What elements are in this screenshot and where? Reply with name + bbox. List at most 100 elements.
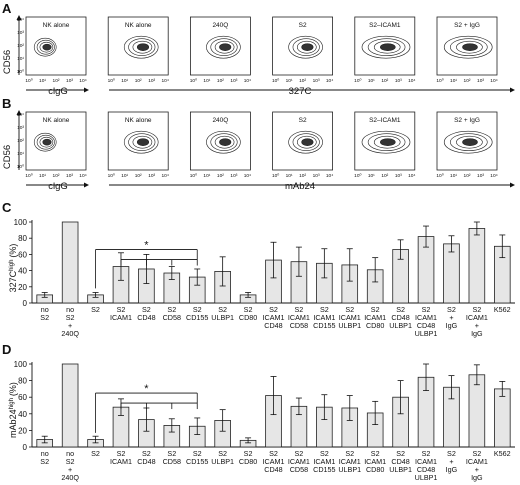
- category-label: S2: [167, 449, 176, 458]
- flow-plot-title: S2 + IgG: [454, 22, 480, 29]
- flow-panel-a: NK alone 10⁰ 10¹ 10² 10³ 10⁴ 10⁰ 10¹ 10² 10³ 10⁴ NK…: [16, 15, 515, 93]
- flow-contour: [36, 39, 55, 55]
- flow-plot-title: S2–ICAM1: [369, 117, 401, 124]
- category-label: S2: [472, 305, 481, 314]
- significance-star: *: [144, 383, 149, 395]
- flow-x-tick: 10⁰: [108, 173, 115, 179]
- chart-c-y-label: 327Chigh(%): [8, 244, 18, 293]
- category-label: S2: [371, 305, 380, 314]
- category-label: ICAM1: [313, 313, 335, 322]
- flow-contour: [361, 130, 411, 154]
- category-label: CD80: [366, 321, 384, 330]
- flow-panel-b: NK alone 10⁰ 10¹ 10² 10³ 10⁴ 10⁰ 10¹ 10² 10³ 10⁴ NK…: [16, 110, 515, 188]
- category-label: ICAM1: [288, 313, 310, 322]
- flow-contour: [219, 43, 232, 51]
- category-label: CD58: [290, 465, 308, 474]
- bar: [61, 363, 79, 448]
- category-label: S2: [422, 449, 431, 458]
- flow-contour: [379, 138, 396, 146]
- flow-x-tick: 10³: [395, 173, 402, 179]
- category-label: ULBP1: [389, 465, 412, 474]
- category-label: K562: [494, 305, 511, 314]
- category-label: +: [68, 465, 72, 474]
- category-label: S2: [218, 449, 227, 458]
- flow-contour: [132, 40, 153, 54]
- flow-contour: [136, 138, 150, 146]
- flow-x-tick: 10⁴: [79, 173, 86, 179]
- flow-x-tick: 10²: [464, 78, 471, 84]
- category-label: S2: [142, 305, 151, 314]
- flow-contour: [210, 38, 238, 56]
- flow-x-tick: 10³: [313, 173, 320, 179]
- flow-contour: [132, 135, 153, 149]
- y-tick-label: 80: [18, 377, 27, 386]
- flow-b-x-label-left: clgG: [48, 181, 68, 192]
- category-label: CD155: [186, 457, 208, 466]
- panel-letter-c: C: [2, 200, 12, 215]
- flow-plot-title: NK alone: [125, 117, 152, 124]
- flow-x-tick: 10³: [395, 78, 402, 84]
- category-label: CD48: [137, 313, 155, 322]
- flow-contour: [301, 43, 314, 51]
- flow-contour: [33, 132, 57, 152]
- flow-contour: [219, 138, 232, 146]
- flow-x-tick: 10²: [53, 78, 60, 84]
- flow-x-tick: 10⁰: [272, 78, 279, 84]
- flow-contour: [462, 43, 478, 51]
- flow-plot-title: S2 + IgG: [454, 117, 480, 124]
- flow-x-tick: 10⁰: [436, 78, 443, 84]
- flow-x-tick: 10³: [230, 78, 237, 84]
- category-label: S2: [40, 457, 49, 466]
- category-label: S2: [91, 449, 100, 458]
- flow-x-tick: 10¹: [121, 173, 128, 179]
- flow-x-tick: 10⁴: [244, 173, 251, 179]
- flow-x-tick: 10²: [464, 173, 471, 179]
- flow-x-tick: 10²: [135, 78, 142, 84]
- category-label: CD48: [264, 465, 282, 474]
- category-label: ICAM1: [339, 457, 361, 466]
- arrow-head-icon: [16, 15, 22, 20]
- flow-contour: [292, 38, 320, 56]
- category-label: CD58: [290, 321, 308, 330]
- category-label: IgG: [446, 465, 458, 474]
- flow-x-tick: 10⁴: [490, 78, 497, 84]
- flow-a-x-label-right: 327C: [289, 86, 312, 97]
- y-tick-label: 20: [18, 426, 27, 435]
- flow-contour: [296, 135, 317, 149]
- category-label: ICAM1: [110, 457, 132, 466]
- flow-plot-title: S2: [299, 117, 307, 124]
- flow-x-tick: 10⁰: [25, 173, 32, 179]
- flow-x-tick: 10⁰: [190, 173, 197, 179]
- category-label: CD48: [417, 321, 435, 330]
- flow-x-tick: 10³: [313, 78, 320, 84]
- category-label: CD58: [163, 313, 181, 322]
- arrow-head-icon: [16, 110, 22, 115]
- flow-contour: [210, 133, 238, 151]
- category-label: S2: [117, 449, 126, 458]
- category-label: S2: [167, 305, 176, 314]
- flow-contour: [33, 37, 57, 57]
- category-label: S2: [447, 305, 456, 314]
- flow-x-tick: 10⁰: [354, 78, 361, 84]
- flow-contour: [206, 35, 241, 59]
- category-label: IgG: [471, 473, 483, 482]
- category-label: IgG: [471, 329, 483, 338]
- flow-contour: [462, 138, 478, 146]
- flow-plot-title: NK alone: [43, 117, 70, 124]
- flow-contour: [361, 35, 411, 59]
- category-label: 240Q: [61, 329, 79, 338]
- flow-x-tick: 10²: [299, 78, 306, 84]
- category-label: S2: [396, 449, 405, 458]
- panel-letter-d: D: [2, 342, 11, 357]
- flow-x-tick: 10¹: [286, 78, 293, 84]
- flow-x-tick: 10²: [381, 173, 388, 179]
- category-label: S2: [142, 449, 151, 458]
- category-label: S2: [295, 305, 304, 314]
- flow-contour: [367, 133, 406, 151]
- flow-contour: [214, 40, 235, 54]
- flow-x-tick: 10⁴: [490, 173, 497, 179]
- category-label: S2: [422, 305, 431, 314]
- flow-contour: [301, 138, 314, 146]
- flow-contour: [443, 130, 493, 154]
